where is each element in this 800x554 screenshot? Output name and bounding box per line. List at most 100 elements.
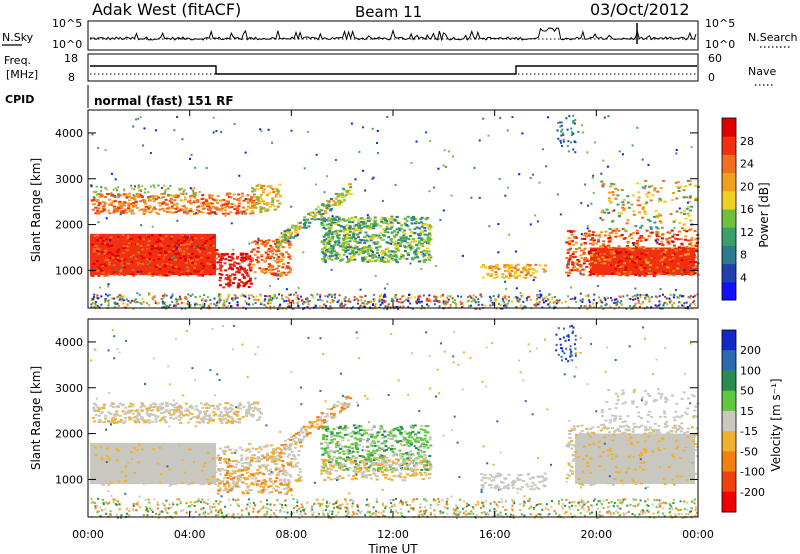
power-cell [659,221,663,224]
power-cell [336,195,340,198]
power-cell [185,298,188,300]
power-cell [244,300,247,303]
power-cell [258,184,262,186]
power-cell [281,256,285,259]
power-cell [274,242,277,245]
velocity-cell [215,457,219,460]
power-cell [173,244,177,247]
power-cell [192,234,196,237]
power-cell [501,307,504,310]
power-cell [499,116,502,119]
power-cell [600,262,604,265]
power-cell [524,306,527,309]
power-cell [334,230,338,233]
power-cell [566,262,570,265]
velocity-cell [158,479,162,482]
power-cell [244,198,247,200]
power-cell [638,211,641,214]
power-cell [320,218,324,221]
power-cell [248,206,252,209]
power-cell [478,196,481,199]
power-cell [572,114,575,117]
power-cell [291,307,294,310]
power-cell [141,263,145,266]
power-cell [233,261,237,264]
power-cell [601,185,605,188]
power-cell [224,258,228,261]
power-cell [505,288,508,291]
power-cell [396,232,400,235]
power-cell [506,266,510,268]
power-cell [459,300,462,303]
power-cell [623,262,626,265]
power-cell [373,216,377,219]
power-cell [332,200,336,203]
power-cell [654,226,658,229]
power-cell [567,260,571,263]
power-cell [349,246,353,249]
velocity-cell [223,417,227,420]
power-cell [103,260,107,263]
power-cell [237,269,241,271]
power-cell [568,256,572,259]
velocity-cell [269,444,273,447]
power-cell [131,203,135,206]
power-cell [589,305,592,308]
velocity-cell [223,407,227,410]
power-cell [568,240,572,243]
power-cell [324,261,327,264]
power-cell [504,280,507,283]
power-cell [597,269,601,272]
power-cell [600,231,603,234]
velocity-cell [226,408,230,411]
power-cell [117,237,121,240]
power-cell [438,305,441,308]
power-cell [168,274,172,277]
power-cell [141,185,144,188]
power-cell [442,295,444,297]
velocity-cell [178,409,182,412]
power-colorbar-swatch [722,118,736,137]
power-cell [282,298,285,301]
power-cell [130,184,132,187]
cpid-label: CPID [5,93,34,106]
power-cell [663,200,667,203]
power-cell [272,240,275,243]
power-cell [555,299,558,302]
power-cell [423,260,426,263]
velocity-cell [114,415,118,418]
power-cell [620,233,624,236]
power-cell [246,258,250,261]
velocity-cell [218,403,222,406]
power-cell [101,256,105,259]
power-cell [424,223,428,226]
velocity-cell [137,461,140,464]
power-cell [684,253,687,256]
power-cell [419,221,423,224]
power-cell [119,205,123,208]
velocity-cell [273,455,277,458]
power-cell [141,256,145,259]
velocity-cell [130,472,134,475]
power-cell [188,243,191,246]
power-cell [116,296,119,299]
velocity-cell [129,470,133,473]
power-cell [387,242,391,245]
power-cell [223,262,227,265]
power-cell [363,242,367,244]
power-cell [197,256,201,259]
velocity-cell [297,450,301,452]
power-cell [230,256,234,259]
power-cell [237,204,241,207]
power-cell [279,303,282,306]
power-cell [237,193,241,196]
power-cell [229,259,233,262]
power-cell [174,207,178,210]
power-cell [246,194,250,197]
power-cell [572,251,576,254]
power-cell [597,257,601,260]
power-cell [228,293,231,296]
power-cell [353,225,357,228]
power-cell [368,301,371,304]
power-cell [97,243,101,246]
